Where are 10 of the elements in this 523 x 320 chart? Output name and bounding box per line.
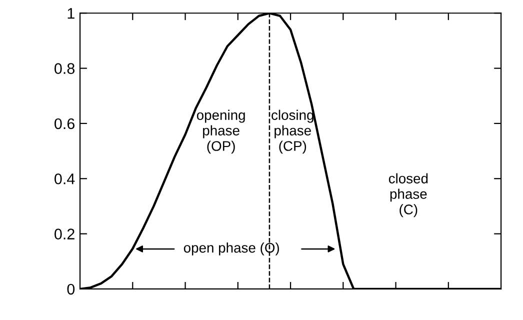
y-tick-label: 0.8 (54, 63, 74, 74)
y-tick-label: 0 (67, 284, 75, 295)
annotation: closing phase (CP) (272, 110, 314, 154)
annotation: closed phase (C) (388, 173, 428, 218)
annotation: opening phase (OP) (196, 110, 245, 154)
annotation: open phase (O) (184, 242, 279, 256)
y-tick-label: 0.4 (54, 173, 75, 184)
y-tick-label: 0.6 (54, 118, 74, 130)
y-tick-label: 0.2 (54, 228, 74, 240)
y-tick-label: 1 (68, 8, 74, 19)
